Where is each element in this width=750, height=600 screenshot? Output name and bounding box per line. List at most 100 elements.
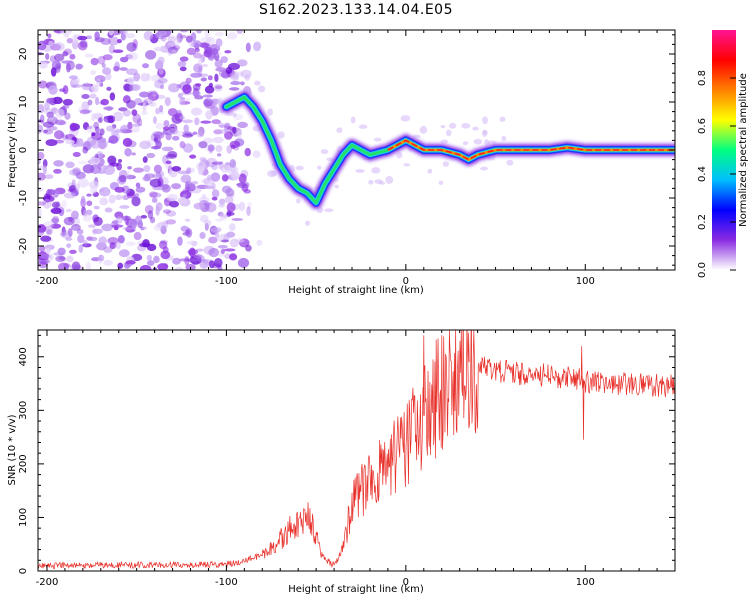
noise-blob (122, 137, 133, 147)
noise-blob (115, 216, 123, 224)
spectrogram-y-ticks: -20 -10 0 10 20 (18, 34, 675, 266)
noise-blob (236, 30, 243, 35)
noise-blob (146, 254, 153, 261)
noise-blob (371, 167, 381, 174)
noise-blob (214, 59, 223, 68)
noise-blob (70, 144, 80, 148)
noise-blob (334, 184, 339, 189)
noise-blob (76, 228, 84, 235)
noise-blob (113, 65, 120, 72)
noise-blob (277, 131, 285, 139)
noise-blob (142, 156, 148, 163)
noise-blob (115, 194, 123, 201)
noise-blob (125, 33, 136, 39)
noise-blob (42, 159, 48, 168)
noise-blob (82, 122, 90, 131)
figure-title: S162.2023.133.14.04.E05 (259, 2, 453, 18)
noise-blob (66, 243, 72, 248)
noise-blob (61, 226, 66, 237)
spectrogram-y-tick-label: -10 (18, 190, 29, 206)
noise-blob (201, 64, 209, 68)
noise-blob (65, 63, 71, 73)
noise-blob (121, 185, 130, 194)
noise-blob (143, 175, 151, 182)
noise-blob (213, 258, 223, 268)
noise-blob (118, 169, 128, 180)
noise-blob (72, 34, 78, 44)
noise-blob (54, 139, 65, 144)
noise-blob (139, 140, 151, 150)
noise-blob (191, 240, 198, 247)
noise-blob (62, 85, 69, 95)
noise-blob (127, 166, 132, 170)
noise-blob (57, 247, 66, 256)
noise-blob (374, 179, 383, 185)
noise-blob (119, 205, 130, 209)
noise-blob (126, 192, 136, 199)
noise-blob (200, 36, 212, 43)
noise-blob (81, 195, 86, 205)
noise-blob (38, 159, 41, 165)
spectrogram-y-tick-label: 10 (18, 96, 29, 109)
noise-blob (39, 61, 48, 69)
noise-blob (143, 97, 153, 105)
noise-blob (214, 229, 219, 238)
noise-blob (44, 174, 54, 180)
noise-blob (92, 228, 97, 235)
noise-blob (65, 133, 76, 140)
noise-blob (51, 217, 60, 224)
noise-blob (146, 152, 156, 159)
noise-blob (122, 30, 129, 36)
noise-blob (245, 42, 251, 53)
noise-blob (92, 228, 103, 234)
noise-blob (196, 30, 202, 34)
snr-y-tick-label: 300 (18, 401, 29, 420)
noise-blob (43, 193, 51, 203)
noise-blob (114, 186, 125, 193)
noise-blob (445, 129, 452, 137)
noise-blob (221, 174, 229, 182)
snr-series-line (38, 330, 675, 570)
noise-blob (226, 202, 236, 213)
noise-blob (149, 192, 162, 198)
noise-blob (63, 192, 76, 199)
noise-blob (44, 101, 50, 111)
noise-blob (217, 153, 222, 157)
noise-blob (116, 39, 122, 44)
noise-blob (186, 240, 198, 245)
noise-blob (177, 92, 183, 99)
noise-blob (157, 77, 168, 84)
noise-blob (69, 122, 78, 132)
noise-blob (111, 224, 124, 228)
noise-blob (368, 179, 374, 185)
noise-blob (86, 193, 92, 197)
noise-blob (106, 125, 115, 132)
noise-blob (132, 167, 145, 173)
noise-blob (190, 40, 203, 48)
noise-blob (150, 145, 162, 150)
noise-blob (140, 214, 148, 219)
noise-blob (102, 67, 112, 75)
noise-blob (103, 165, 116, 176)
noise-blob (125, 175, 136, 180)
noise-blob (184, 98, 191, 102)
noise-blob (86, 200, 93, 207)
noise-blob (229, 159, 237, 168)
noise-blob (204, 222, 209, 231)
noise-blob (231, 217, 244, 221)
noise-blob (213, 83, 224, 92)
noise-blob (77, 178, 89, 188)
noise-blob (43, 129, 49, 134)
noise-blob (224, 195, 234, 204)
spectrogram-y-label: Frequency (Hz) (7, 112, 18, 188)
noise-blob (240, 81, 245, 86)
noise-blob (167, 151, 178, 158)
noise-blob (499, 116, 506, 122)
noise-blob (208, 247, 220, 258)
noise-blob (58, 262, 70, 270)
noise-blob (127, 77, 135, 85)
noise-blob (71, 179, 76, 189)
noise-blob (226, 231, 236, 238)
noise-blob (80, 195, 86, 204)
noise-blob (245, 244, 252, 252)
